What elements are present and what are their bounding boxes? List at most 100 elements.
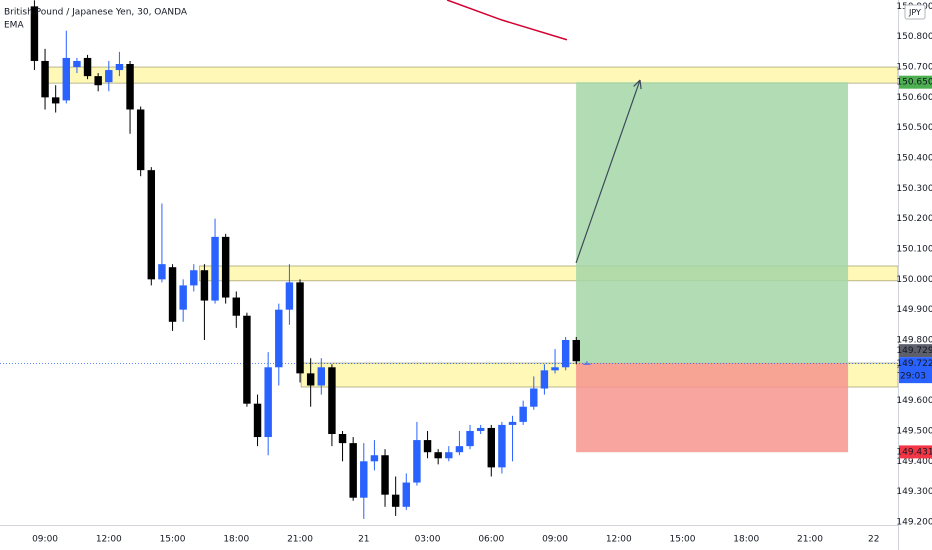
candle-body [200, 270, 209, 301]
price-label-bg [899, 344, 932, 358]
x-tick-label: 09:00 [32, 535, 58, 545]
y-tick-label: 150.400 [896, 154, 932, 164]
candle-body [285, 282, 294, 310]
x-tick-label: 18:00 [223, 535, 249, 545]
x-tick-label: 06:00 [478, 535, 504, 545]
candle-body [211, 236, 219, 301]
y-tick-label: 149.800 [896, 335, 932, 345]
candle-body [487, 427, 496, 468]
candle-body [402, 482, 411, 507]
arrow-head [639, 80, 642, 90]
candle-body [551, 367, 559, 371]
price-label: 149.722 [896, 359, 932, 369]
candle-body [455, 446, 464, 453]
candle-body [136, 109, 145, 171]
candle-body [360, 461, 368, 498]
x-tick-label: 12:00 [606, 535, 632, 545]
candle-body [583, 363, 591, 365]
candle-body [30, 6, 39, 61]
candle-body [530, 388, 538, 407]
candle-body [221, 236, 230, 298]
candle-body [306, 373, 315, 386]
ema-line [446, 0, 568, 41]
candle-body [349, 443, 357, 498]
countdown-label: 29:03 [900, 372, 926, 382]
candle-body [105, 70, 113, 83]
candle-body [498, 424, 506, 468]
candle-body [168, 267, 177, 322]
y-tick-label: 150.000 [896, 275, 932, 285]
y-tick-label: 150.500 [896, 123, 932, 133]
x-tick-label: 03:00 [415, 535, 441, 545]
candle-body [275, 309, 283, 368]
candle-body [264, 367, 272, 438]
y-tick-label: 149.400 [896, 457, 932, 467]
candle-body [296, 282, 304, 374]
candle-body [115, 63, 124, 71]
candle-body [158, 264, 166, 280]
y-tick-label: 150.300 [896, 184, 932, 194]
candle-body [51, 97, 60, 104]
y-tick-label: 149.300 [896, 487, 932, 497]
y-tick-label: 149.900 [896, 305, 932, 315]
x-tick-label: 21:00 [797, 535, 823, 545]
candle-body [243, 315, 251, 404]
price-label-bg [899, 445, 932, 459]
x-tick-label: 12:00 [96, 535, 122, 545]
candle-body [519, 406, 527, 422]
profit-zone [576, 82, 849, 364]
candle-body [434, 452, 442, 459]
y-tick-label: 150.800 [896, 32, 932, 42]
y-tick-label: 150.200 [896, 214, 932, 224]
y-tick-label: 149.200 [896, 517, 932, 527]
price-label-bg [899, 75, 932, 89]
price-label: 149.431 [896, 447, 932, 457]
candle-body [41, 60, 49, 98]
x-tick-label: 21:00 [287, 535, 313, 545]
trend-arrow [575, 79, 641, 264]
x-tick-label: 21 [358, 535, 369, 545]
x-tick-label: 09:00 [542, 535, 568, 545]
candle-body [423, 440, 432, 453]
candle-body [253, 403, 262, 438]
candle-body [62, 57, 71, 101]
x-tick-label: 18:00 [733, 535, 759, 545]
plot-area [0, 0, 899, 519]
candle-body [190, 270, 198, 286]
candle-body [179, 285, 187, 310]
x-tick-label: 15:00 [670, 535, 696, 545]
currency-badge [904, 4, 926, 20]
currency-label: JPY [908, 8, 921, 17]
candle-body [232, 297, 241, 316]
candle-body [508, 421, 517, 425]
candle-body [445, 452, 453, 459]
candle-body [391, 494, 400, 507]
x-tick-label: 15:00 [160, 535, 186, 545]
x-tick-label: 22 [868, 535, 879, 545]
price-label: 150.650 [896, 78, 932, 88]
price-label: 149.729 [896, 346, 932, 356]
candle-body [413, 440, 421, 483]
candle-body [572, 339, 581, 362]
candle-body [83, 57, 92, 77]
candle-body [338, 434, 347, 444]
chart-title: British Pound / Japanese Yen, 30, OANDA [4, 8, 188, 18]
candle-body [147, 170, 156, 280]
y-tick-label: 150.600 [896, 93, 932, 103]
support-resistance-zone [42, 66, 899, 84]
candle-body [381, 455, 389, 495]
candle-body [94, 76, 102, 86]
candle-body [73, 60, 81, 68]
candle-body [476, 427, 485, 431]
y-tick-label: 150.100 [896, 245, 932, 255]
candle-body [126, 63, 134, 110]
time-axis-bg [0, 525, 898, 550]
candle-body [370, 455, 379, 462]
y-tick-label: 149.600 [896, 396, 932, 406]
candle-body [328, 367, 336, 435]
indicator-label: EMA [4, 21, 24, 31]
candle-body [540, 370, 549, 389]
y-tick-label: 149.500 [896, 426, 932, 436]
